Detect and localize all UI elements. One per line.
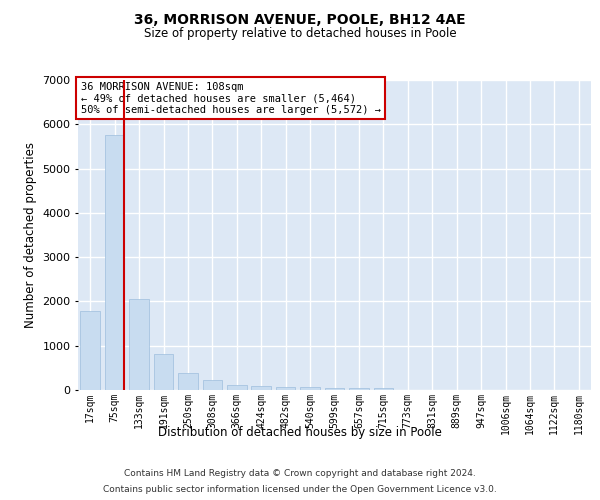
Bar	[105, 136, 124, 390]
Text: Size of property relative to detached houses in Poole: Size of property relative to detached ho…	[143, 28, 457, 40]
Bar	[130, 299, 149, 390]
Bar	[80, 311, 100, 390]
Text: 36, MORRISON AVENUE, POOLE, BH12 4AE: 36, MORRISON AVENUE, POOLE, BH12 4AE	[134, 12, 466, 26]
Bar	[178, 373, 198, 390]
Text: 36 MORRISON AVENUE: 108sqm
← 49% of detached houses are smaller (5,464)
50% of s: 36 MORRISON AVENUE: 108sqm ← 49% of deta…	[80, 82, 380, 115]
Bar	[276, 388, 295, 390]
Text: Contains HM Land Registry data © Crown copyright and database right 2024.: Contains HM Land Registry data © Crown c…	[124, 470, 476, 478]
Bar	[203, 380, 222, 390]
Bar	[349, 388, 368, 390]
Bar	[251, 386, 271, 390]
Bar	[374, 388, 393, 390]
Text: Contains public sector information licensed under the Open Government Licence v3: Contains public sector information licen…	[103, 484, 497, 494]
Bar	[227, 385, 247, 390]
Bar	[325, 388, 344, 390]
Bar	[154, 354, 173, 390]
Bar	[300, 388, 320, 390]
Text: Distribution of detached houses by size in Poole: Distribution of detached houses by size …	[158, 426, 442, 439]
Y-axis label: Number of detached properties: Number of detached properties	[23, 142, 37, 328]
